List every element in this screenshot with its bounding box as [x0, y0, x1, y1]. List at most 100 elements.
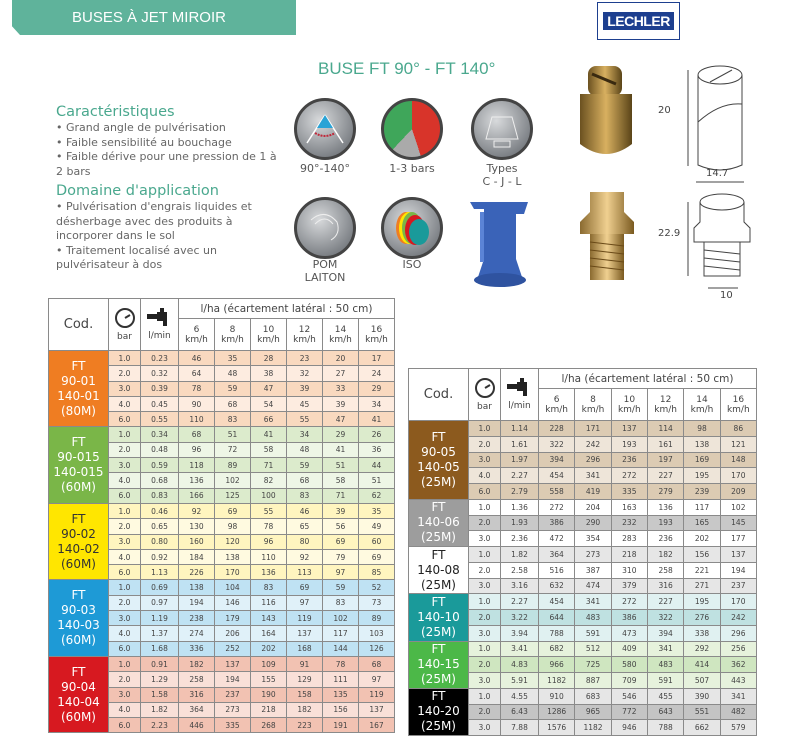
flow-cell: 1.58 — [140, 686, 179, 703]
rate-cell: 129 — [286, 671, 323, 688]
info-panel: Caractéristiques • Grand angle de pulvér… — [56, 104, 281, 273]
rate-cell: 221 — [683, 561, 721, 579]
rate-cell: 92 — [286, 548, 323, 566]
rate-cell: 156 — [683, 546, 721, 563]
table-row: 2.0 0.65 130 98 78 65 56 49 — [49, 518, 395, 535]
feature-item: • Grand angle de pulvérisation — [56, 121, 226, 134]
rate-cell: 73 — [358, 594, 395, 612]
speed-header: 6 km/h — [537, 388, 576, 421]
rate-cell: 362 — [719, 656, 758, 673]
application-item: • Pulvérisation d'engrais liquides et dé… — [56, 200, 252, 242]
rate-cell: 103 — [358, 625, 395, 642]
nozzle-code: FT 90-015 140-015 (60M) — [48, 426, 109, 504]
table-row: 3.0 1.19 238 179 143 119 102 89 — [49, 610, 395, 627]
rate-cell: 125 — [214, 487, 251, 504]
rate-cell: 168 — [286, 640, 323, 657]
rate-cell: 227 — [646, 593, 685, 610]
rate-cell: 483 — [646, 656, 685, 673]
nozzle-code: FT 90-04 140-04 (60M) — [48, 655, 109, 734]
rate-cell: 271 — [683, 577, 721, 595]
flow-cell: 0.46 — [140, 502, 179, 520]
speed-header: 8 km/h — [214, 318, 251, 351]
rate-cell: 364 — [178, 701, 215, 719]
pressure-cell: 6.0 — [108, 640, 141, 657]
rate-cell: 155 — [250, 671, 287, 688]
rate-cell: 136 — [250, 564, 287, 581]
rate-cell: 69 — [286, 579, 323, 596]
rate-cell: 341 — [574, 593, 612, 610]
rate-cell: 68 — [358, 655, 395, 673]
rate-cell: 102 — [719, 498, 758, 516]
rate-cell: 137 — [610, 420, 648, 437]
rate-cell: 41 — [322, 441, 359, 459]
table-row: 2.0 6.43 1286 965 772 643 551 482 — [409, 703, 758, 721]
rate-cell: 579 — [719, 719, 758, 736]
flow-cell: 0.45 — [140, 395, 179, 413]
rate-cell: 92 — [178, 502, 215, 520]
rate-cell: 238 — [178, 610, 215, 627]
rate-cell: 39 — [286, 380, 323, 397]
flow-cell: 1.14 — [500, 420, 539, 437]
rate-cell: 202 — [250, 640, 287, 657]
pressure-cell: 2.0 — [108, 365, 141, 382]
rate-cell: 446 — [178, 717, 215, 734]
pressure-cell: 3.0 — [108, 380, 141, 397]
rate-cell: 98 — [214, 518, 251, 535]
rate-cell: 17 — [358, 349, 395, 367]
table-row: FT 90-02 140-02 (60M) 1.0 0.46 92 69 55 46 39 35 — [48, 502, 395, 581]
rate-cell: 194 — [178, 594, 215, 612]
table-row: FT 90-04 140-04 (60M) 1.0 0.91 182 137 109 91 78 68 — [48, 655, 395, 734]
rate-cell: 126 — [358, 640, 395, 657]
flow-cell: 0.59 — [140, 457, 179, 474]
rate-cell: 242 — [719, 609, 758, 626]
rate-cell: 341 — [719, 687, 758, 705]
flow-table-right: Cod. bar l/min l/ha (écartement latéral : 5… — [408, 368, 758, 737]
features-title: Caractéristiques — [56, 104, 175, 120]
rate-cell: 177 — [719, 530, 758, 547]
rate-cell: 89 — [358, 610, 395, 627]
rate-cell: 39 — [322, 395, 359, 413]
pressure-cell: 6.0 — [468, 483, 501, 500]
rate-cell: 56 — [322, 518, 359, 535]
rate-cell: 97 — [358, 671, 395, 688]
rate-cell: 226 — [178, 564, 215, 581]
material-icon — [294, 197, 356, 259]
rate-cell: 683 — [574, 687, 612, 705]
table-row: 6.0 1.68 336 252 202 168 144 126 — [49, 640, 395, 657]
rate-cell: 23 — [286, 349, 323, 367]
rate-cell: 58 — [250, 441, 287, 459]
rate-cell: 130 — [178, 518, 215, 535]
rate-cell: 35 — [214, 349, 251, 367]
flow-cell: 0.69 — [140, 579, 179, 596]
rate-cell: 146 — [214, 594, 251, 612]
pressure-cell: 3.0 — [468, 530, 501, 547]
rate-cell: 632 — [537, 577, 576, 595]
flow-cell: 1.97 — [500, 451, 539, 469]
material-label: POM LAITON — [304, 258, 346, 284]
spray-angle-icon — [294, 98, 356, 160]
flow-cell: 3.16 — [500, 577, 539, 595]
table-row: 2.0 0.48 96 72 58 48 41 36 — [49, 441, 395, 459]
rate-cell: 156 — [322, 701, 359, 719]
feature-item: • Faible dérive pour une pression de 1 à… — [56, 150, 277, 178]
rate-cell: 379 — [610, 577, 648, 595]
rate-cell: 310 — [610, 561, 648, 579]
rate-cell: 117 — [322, 625, 359, 642]
iso-label: ISO — [402, 258, 422, 271]
rate-cell: 117 — [683, 498, 721, 516]
rate-cell: 218 — [610, 546, 648, 563]
rate-cell: 316 — [178, 686, 215, 703]
rate-cell: 223 — [286, 717, 323, 734]
rate-cell: 194 — [719, 561, 758, 579]
rate-cell: 170 — [719, 467, 758, 484]
rate-cell: 48 — [286, 441, 323, 459]
rate-cell: 788 — [646, 719, 685, 736]
pressure-cell: 4.0 — [108, 701, 141, 719]
rate-cell: 71 — [250, 457, 287, 474]
rate-cell: 79 — [322, 548, 359, 566]
flow-cell: 0.39 — [140, 380, 179, 397]
rate-cell: 55 — [250, 502, 287, 520]
nozzle-types-icon — [471, 98, 533, 160]
table-row: 4.0 1.82 364 273 218 182 156 137 — [49, 701, 395, 719]
flow-cell: 1.68 — [140, 640, 179, 657]
